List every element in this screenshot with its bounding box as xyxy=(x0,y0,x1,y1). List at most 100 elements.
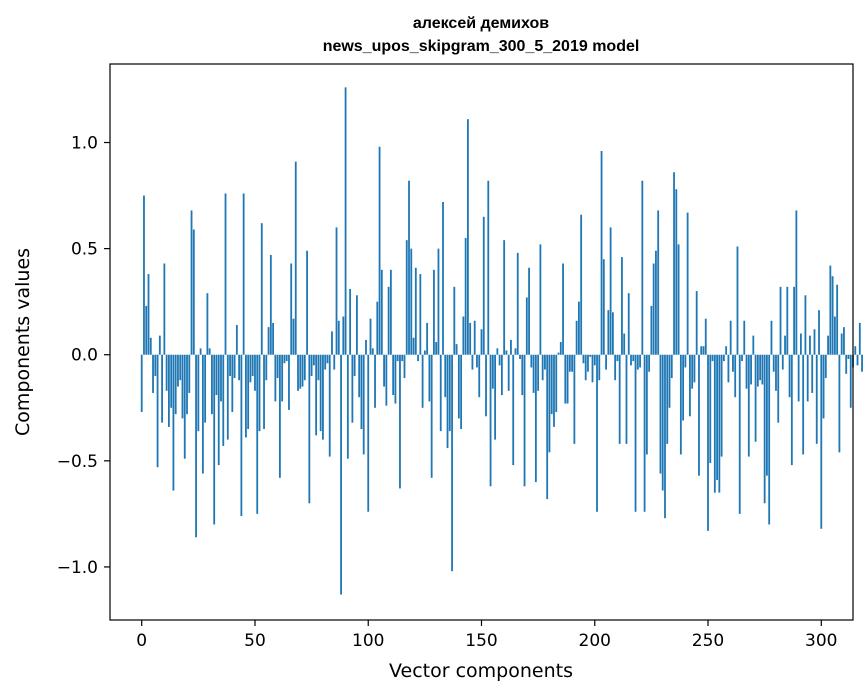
bar xyxy=(858,322,861,355)
bar xyxy=(301,354,304,387)
bar xyxy=(802,354,805,455)
bar xyxy=(419,274,422,355)
bar xyxy=(568,354,571,372)
bar xyxy=(147,274,150,355)
bar xyxy=(779,286,782,355)
bar xyxy=(496,348,499,355)
bar xyxy=(752,335,755,355)
bar xyxy=(571,354,574,372)
bar xyxy=(682,354,685,421)
bar xyxy=(659,354,662,474)
bar xyxy=(294,161,297,355)
bar xyxy=(204,354,207,423)
bar xyxy=(684,354,687,368)
bar xyxy=(772,354,775,372)
bars-group xyxy=(140,87,863,595)
bar xyxy=(192,229,195,355)
bar xyxy=(500,354,503,396)
bar xyxy=(272,322,274,355)
bar xyxy=(358,354,361,398)
bar xyxy=(494,354,496,440)
bar xyxy=(285,354,288,362)
bar xyxy=(233,354,236,379)
bar xyxy=(777,354,780,423)
bar xyxy=(843,327,845,355)
bar xyxy=(806,354,809,402)
bar xyxy=(564,354,567,404)
bar xyxy=(383,354,385,387)
bar xyxy=(471,354,474,370)
bar xyxy=(414,267,417,355)
bar xyxy=(788,354,791,398)
bar xyxy=(822,354,825,419)
bar xyxy=(655,250,657,355)
bar xyxy=(679,354,682,455)
bar xyxy=(299,354,302,389)
bar xyxy=(315,354,318,436)
bar xyxy=(523,354,526,487)
y-axis-label: Components values xyxy=(12,248,34,436)
bar xyxy=(827,335,829,355)
bar xyxy=(786,286,789,355)
x-tick-label: 50 xyxy=(244,631,266,651)
bar xyxy=(711,354,714,362)
bar xyxy=(430,354,433,478)
bar xyxy=(734,354,737,398)
bar xyxy=(208,348,211,355)
bar xyxy=(709,354,712,463)
bar xyxy=(163,263,166,355)
x-axis-label: Vector components xyxy=(389,660,573,682)
bar xyxy=(453,286,456,355)
bar xyxy=(303,354,306,381)
bar xyxy=(575,320,578,355)
bar xyxy=(143,195,145,355)
bar xyxy=(833,316,836,355)
bar xyxy=(335,227,338,355)
bar xyxy=(630,354,632,366)
bar xyxy=(476,354,478,368)
bar xyxy=(716,354,718,480)
bar xyxy=(408,180,410,355)
bar xyxy=(820,354,823,529)
bar xyxy=(607,310,610,355)
bar xyxy=(460,354,463,429)
bar xyxy=(605,354,607,370)
bar xyxy=(186,354,188,415)
x-tick-label: 300 xyxy=(805,631,837,651)
bar xyxy=(462,316,465,355)
bar xyxy=(399,354,401,489)
bar xyxy=(530,354,533,368)
bar xyxy=(211,354,213,415)
bar xyxy=(464,238,467,355)
bar xyxy=(322,354,324,440)
bar xyxy=(661,354,664,491)
bar xyxy=(455,344,458,355)
x-tick-label: 200 xyxy=(579,631,611,651)
bar xyxy=(754,354,757,442)
bar xyxy=(199,348,202,355)
bar xyxy=(598,354,601,381)
bar xyxy=(516,252,519,355)
bar xyxy=(673,172,675,355)
bar xyxy=(201,354,204,474)
bar xyxy=(485,354,487,417)
bar xyxy=(591,354,594,383)
bar xyxy=(346,354,349,459)
x-tick-label: 0 xyxy=(136,631,147,651)
bar xyxy=(371,348,374,355)
bar xyxy=(616,354,619,362)
bar xyxy=(698,354,700,476)
bar xyxy=(489,354,492,487)
bar xyxy=(206,293,209,355)
bar xyxy=(297,354,299,391)
bar xyxy=(799,333,802,355)
bar xyxy=(582,354,585,364)
bar xyxy=(553,354,555,427)
bar xyxy=(566,354,569,404)
bar xyxy=(519,354,521,359)
bar xyxy=(256,354,259,514)
bar xyxy=(763,354,766,504)
bar xyxy=(188,354,191,393)
bar xyxy=(172,354,175,491)
bar xyxy=(467,119,469,355)
